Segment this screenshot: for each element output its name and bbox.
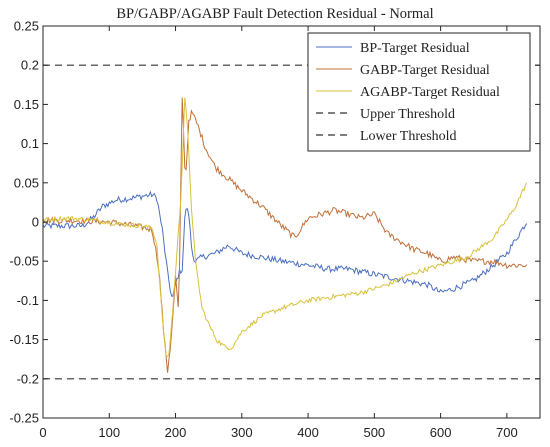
legend-label: Lower Threshold (360, 129, 457, 144)
x-tick-label: 500 (363, 425, 385, 440)
chart-title: BP/GABP/AGABP Fault Detection Residual -… (116, 6, 433, 22)
y-tick-label: 0.2 (21, 58, 39, 73)
y-tick-label: -0.2 (17, 371, 39, 386)
x-tick-label: 600 (430, 425, 452, 440)
x-tick-label: 300 (231, 425, 253, 440)
bp-residual-line (43, 190, 528, 297)
legend-label: Upper Threshold (360, 107, 455, 122)
x-tick-label: 0 (39, 425, 46, 440)
legend-label: BP-Target Residual (360, 41, 470, 56)
x-tick-label: 400 (297, 425, 319, 440)
y-tick-label: 0.15 (14, 97, 39, 112)
y-tick-label: 0.25 (14, 19, 39, 34)
y-tick-label: 0.05 (14, 175, 39, 190)
agabp-residual-line (43, 97, 528, 357)
legend-label: AGABP-Target Residual (360, 85, 500, 100)
y-tick-label: -0.05 (9, 254, 39, 269)
y-tick-label: 0.1 (21, 136, 39, 151)
x-tick-label: 100 (98, 425, 120, 440)
y-tick-label: -0.15 (9, 332, 39, 347)
legend-label: GABP-Target Residual (360, 63, 490, 78)
y-tick-label: 0 (32, 215, 39, 230)
y-tick-label: -0.25 (9, 411, 39, 426)
legend-box (307, 32, 531, 152)
y-tick-label: -0.1 (17, 293, 39, 308)
x-tick-label: 200 (165, 425, 187, 440)
x-tick-label: 700 (496, 425, 518, 440)
